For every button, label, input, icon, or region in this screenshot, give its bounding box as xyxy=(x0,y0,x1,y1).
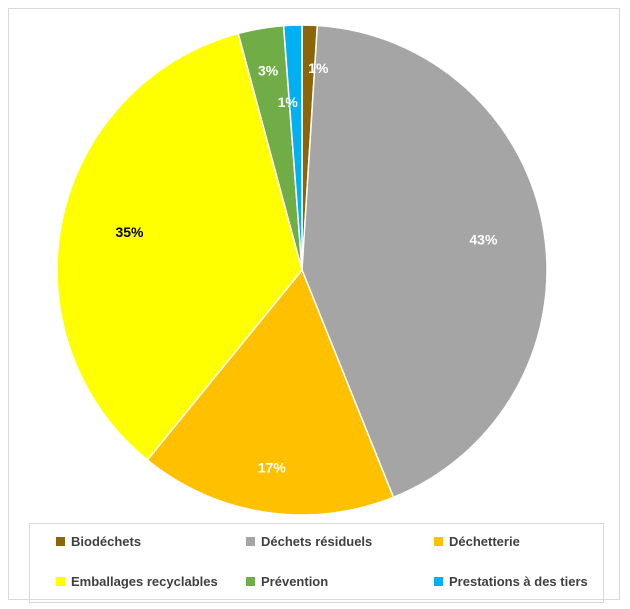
legend-swatch-dechets-residuels xyxy=(246,537,255,546)
legend-item-emballages: Emballages recyclables xyxy=(56,574,218,589)
legend-item-dechets-residuels: Déchets résiduels xyxy=(246,534,372,549)
legend-item-dechetterie: Déchetterie xyxy=(434,534,520,549)
legend-label: Déchets résiduels xyxy=(261,534,373,549)
legend-item-biodechets: Biodéchets xyxy=(56,534,141,549)
legend-swatch-dechetterie xyxy=(434,537,443,546)
data-label-4: 3% xyxy=(258,63,279,79)
legend-label: Déchetterie xyxy=(449,534,520,549)
legend-label: Prévention xyxy=(261,574,329,589)
data-label-1: 43% xyxy=(469,231,498,247)
legend: Biodéchets Déchets résiduels Déchetterie… xyxy=(29,523,604,603)
legend-label: Emballages recyclables xyxy=(71,574,218,589)
legend-label: Biodéchets xyxy=(71,534,142,549)
legend-swatch-emballages xyxy=(56,577,65,586)
pie-slice-5 xyxy=(282,24,303,271)
data-label-2: 17% xyxy=(258,459,287,475)
legend-swatch-prestations xyxy=(434,577,443,586)
pie-slice-1 xyxy=(301,24,548,499)
legend-swatch-biodechets xyxy=(56,537,65,546)
legend-swatch-prevention xyxy=(246,577,255,586)
pie-slice-2 xyxy=(146,268,395,516)
pie-slice-3 xyxy=(56,32,303,462)
legend-item-prestations: Prestations à des tiers xyxy=(434,574,588,589)
legend-label: Prestations à des tiers xyxy=(449,574,588,589)
data-label-3: 35% xyxy=(115,224,144,240)
data-label-5: 1% xyxy=(278,94,299,110)
data-label-0: 1% xyxy=(308,60,329,76)
legend-item-prevention: Prévention xyxy=(246,574,328,589)
